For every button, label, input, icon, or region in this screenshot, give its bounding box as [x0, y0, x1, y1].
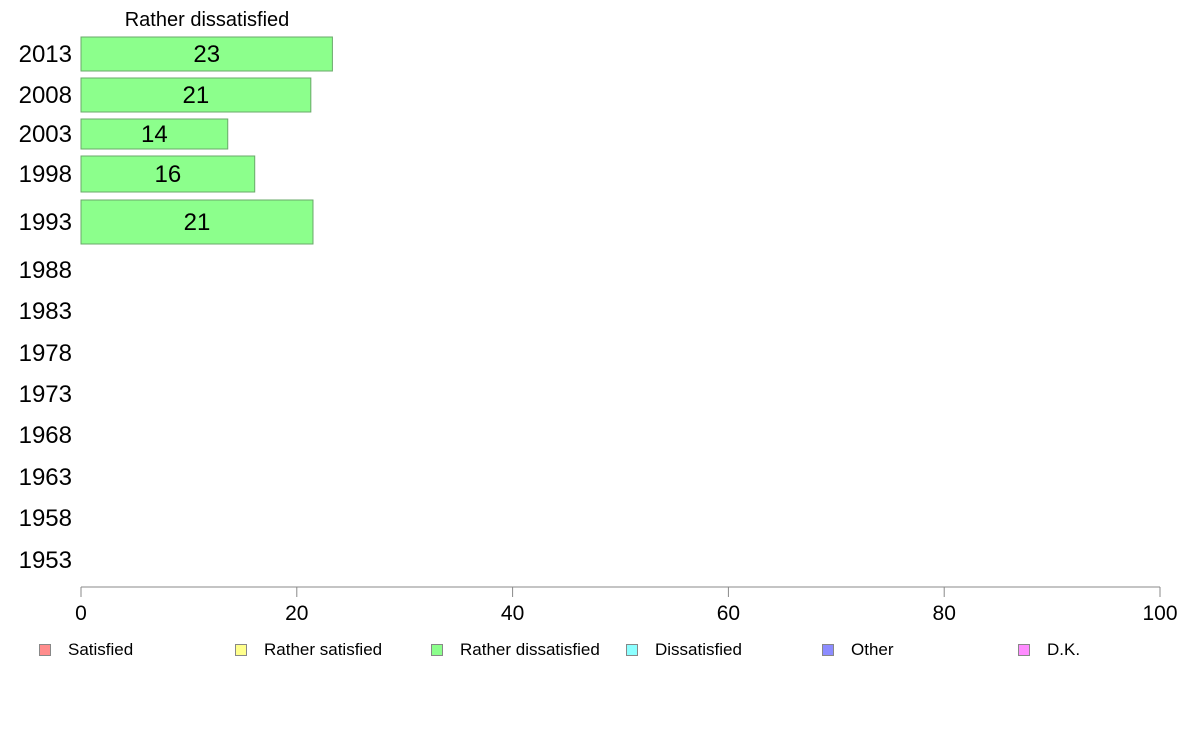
bar-value-label: 16	[155, 161, 182, 188]
y-tick-label: 1978	[19, 340, 72, 367]
x-tick-label: 100	[1142, 602, 1177, 625]
bar-value-label: 21	[184, 209, 211, 236]
legend-swatch	[1018, 644, 1030, 656]
y-tick-label: 1958	[19, 505, 72, 532]
bar-value-label: 23	[193, 41, 220, 68]
legend-item: Dissatisfied	[626, 640, 742, 660]
legend-swatch	[626, 644, 638, 656]
y-tick-label: 1998	[19, 161, 72, 188]
legend-swatch	[431, 644, 443, 656]
bar	[80, 77, 312, 113]
y-tick-label: 2003	[19, 121, 72, 148]
legend-label: Rather dissatisfied	[460, 640, 600, 659]
legend-item: D.K.	[1018, 640, 1080, 660]
legend-swatch	[39, 644, 51, 656]
x-tick-label: 20	[285, 602, 308, 625]
legend-label: D.K.	[1047, 640, 1081, 659]
legend: Satisfied Rather satisfied Rather dissatis…	[0, 640, 1188, 662]
legend-swatch	[235, 644, 247, 656]
y-tick-label: 1993	[19, 209, 72, 236]
x-tick-label: 60	[717, 602, 740, 625]
legend-swatch	[822, 644, 834, 656]
y-tick-label: 1953	[19, 547, 72, 574]
x-tick-label: 40	[501, 602, 524, 625]
bar	[80, 199, 314, 245]
legend-item: Rather satisfied	[235, 640, 382, 660]
y-tick-label: 1988	[19, 257, 72, 284]
legend-label: Other	[851, 640, 894, 659]
bar	[80, 36, 333, 72]
legend-item: Rather dissatisfied	[431, 640, 600, 660]
chart-title: Rather dissatisfied	[125, 9, 290, 31]
bar	[80, 118, 229, 150]
legend-label: Satisfied	[68, 640, 134, 659]
legend-label: Rather satisfied	[264, 640, 383, 659]
x-axis: 0 20 40 60 80 100	[75, 586, 1178, 625]
y-tick-label: 2008	[19, 82, 72, 109]
y-tick-label: 1983	[19, 298, 72, 325]
legend-item: Satisfied	[39, 640, 133, 660]
legend-label: Dissatisfied	[655, 640, 742, 659]
y-tick-label: 1968	[19, 422, 72, 449]
bar-value-label: 14	[141, 121, 168, 148]
y-axis-labels: 2013 2008 2003 1998 1993 1988 1983 1978 1973 1968…	[19, 41, 72, 574]
legend-item: Other	[822, 640, 894, 660]
x-tick-label: 80	[933, 602, 956, 625]
bar	[80, 155, 256, 193]
x-tick-label: 0	[75, 602, 87, 625]
y-tick-label: 2013	[19, 41, 72, 68]
bar-value-label: 21	[183, 82, 210, 109]
y-tick-label: 1973	[19, 381, 72, 408]
y-tick-label: 1963	[19, 464, 72, 491]
